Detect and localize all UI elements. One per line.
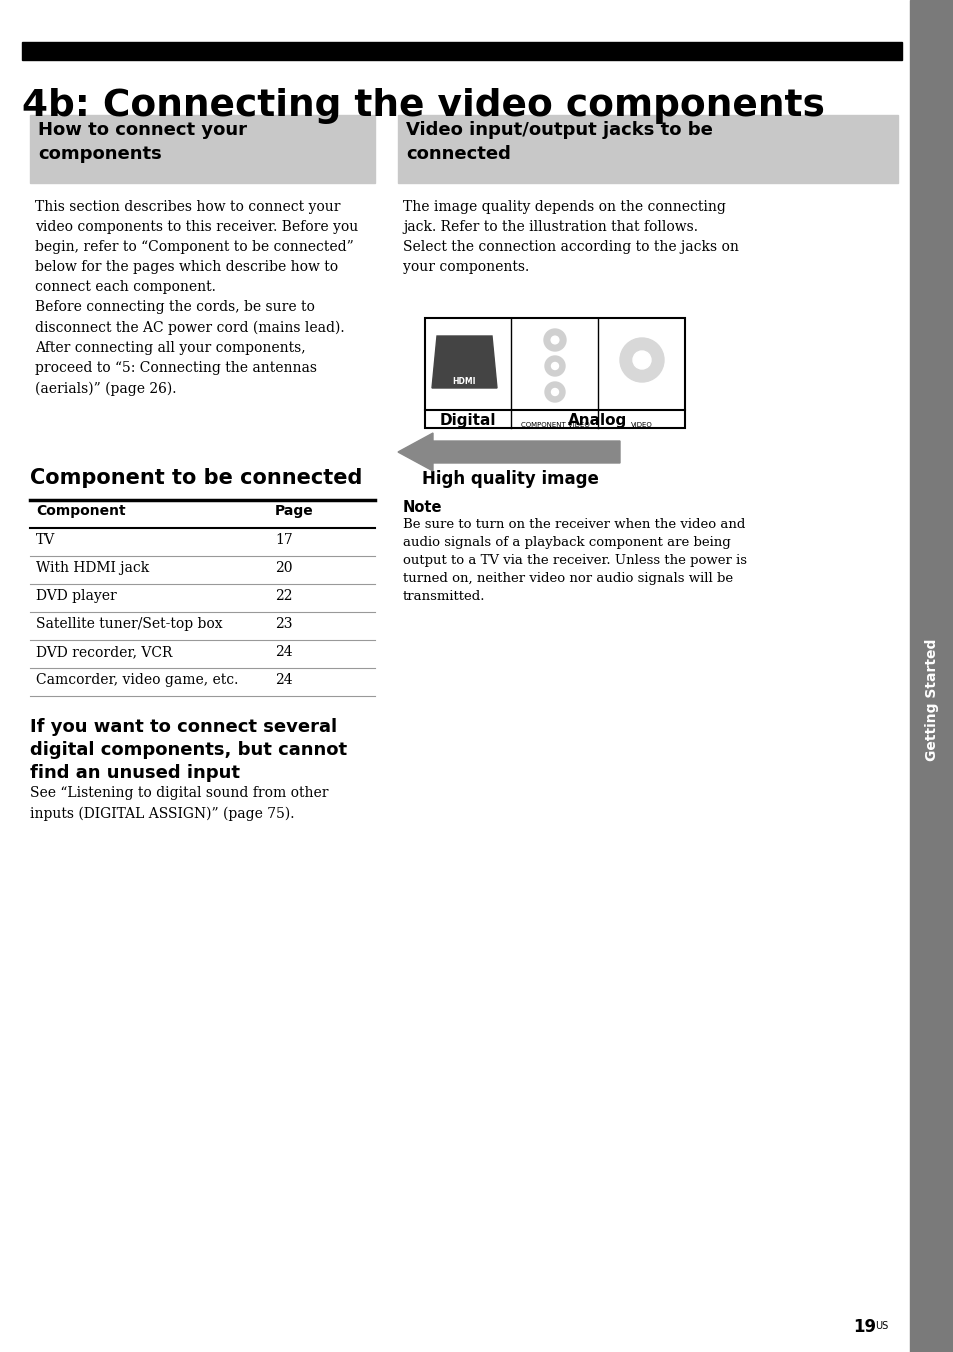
Text: If you want to connect several
digital components, but cannot
find an unused inp: If you want to connect several digital c… [30,718,347,781]
Text: Note: Note [402,500,442,515]
Bar [909,0,953,1352]
Text: 22: 22 [274,589,293,603]
Text: Component to be connected: Component to be connected [30,468,362,488]
Text: 19: 19 [852,1318,875,1336]
Bar [397,115,897,183]
Circle shape [551,388,558,396]
Text: Component: Component [36,504,126,518]
Text: DVD recorder, VCR: DVD recorder, VCR [36,645,172,658]
Text: COMPONENT VIDEO: COMPONENT VIDEO [520,422,589,429]
Text: This section describes how to connect your
video components to this receiver. Be: This section describes how to connect yo… [35,200,358,396]
Circle shape [551,362,558,369]
Text: 24: 24 [274,673,293,687]
Text: The image quality depends on the connecting
jack. Refer to the illustration that: The image quality depends on the connect… [402,200,739,274]
Text: High quality image: High quality image [421,470,598,488]
Text: US: US [874,1321,887,1330]
Text: Video input/output jacks to be
connected: Video input/output jacks to be connected [406,120,712,162]
Text: With HDMI jack: With HDMI jack [36,561,149,575]
Circle shape [633,352,650,369]
Circle shape [544,383,564,402]
Text: See “Listening to digital sound from other
inputs (DIGITAL ASSIGN)” (page 75).: See “Listening to digital sound from oth… [30,786,328,821]
Text: Satellite tuner/Set-top box: Satellite tuner/Set-top box [36,617,222,631]
Circle shape [551,337,558,343]
Bar [30,115,375,183]
Text: TV: TV [36,533,55,548]
Text: Analog: Analog [568,412,627,429]
Text: Getting Started: Getting Started [924,638,938,761]
Circle shape [619,338,663,383]
Text: 20: 20 [274,561,293,575]
Text: Page: Page [274,504,314,518]
Circle shape [544,356,564,376]
Text: DVD player: DVD player [36,589,116,603]
Text: How to connect your
components: How to connect your components [38,120,247,162]
Bar [22,42,901,59]
Text: VIDEO: VIDEO [631,422,652,429]
Text: 23: 23 [274,617,293,631]
Text: 24: 24 [274,645,293,658]
Polygon shape [432,337,497,388]
Text: Digital: Digital [439,412,496,429]
Circle shape [543,329,565,352]
Text: Be sure to turn on the receiver when the video and
audio signals of a playback c: Be sure to turn on the receiver when the… [402,518,746,603]
FancyArrow shape [397,433,619,470]
Text: 17: 17 [274,533,293,548]
Text: HDMI: HDMI [452,377,476,387]
Bar [424,318,684,429]
Text: 4b: Connecting the video components: 4b: Connecting the video components [22,88,824,124]
Text: Camcorder, video game, etc.: Camcorder, video game, etc. [36,673,238,687]
